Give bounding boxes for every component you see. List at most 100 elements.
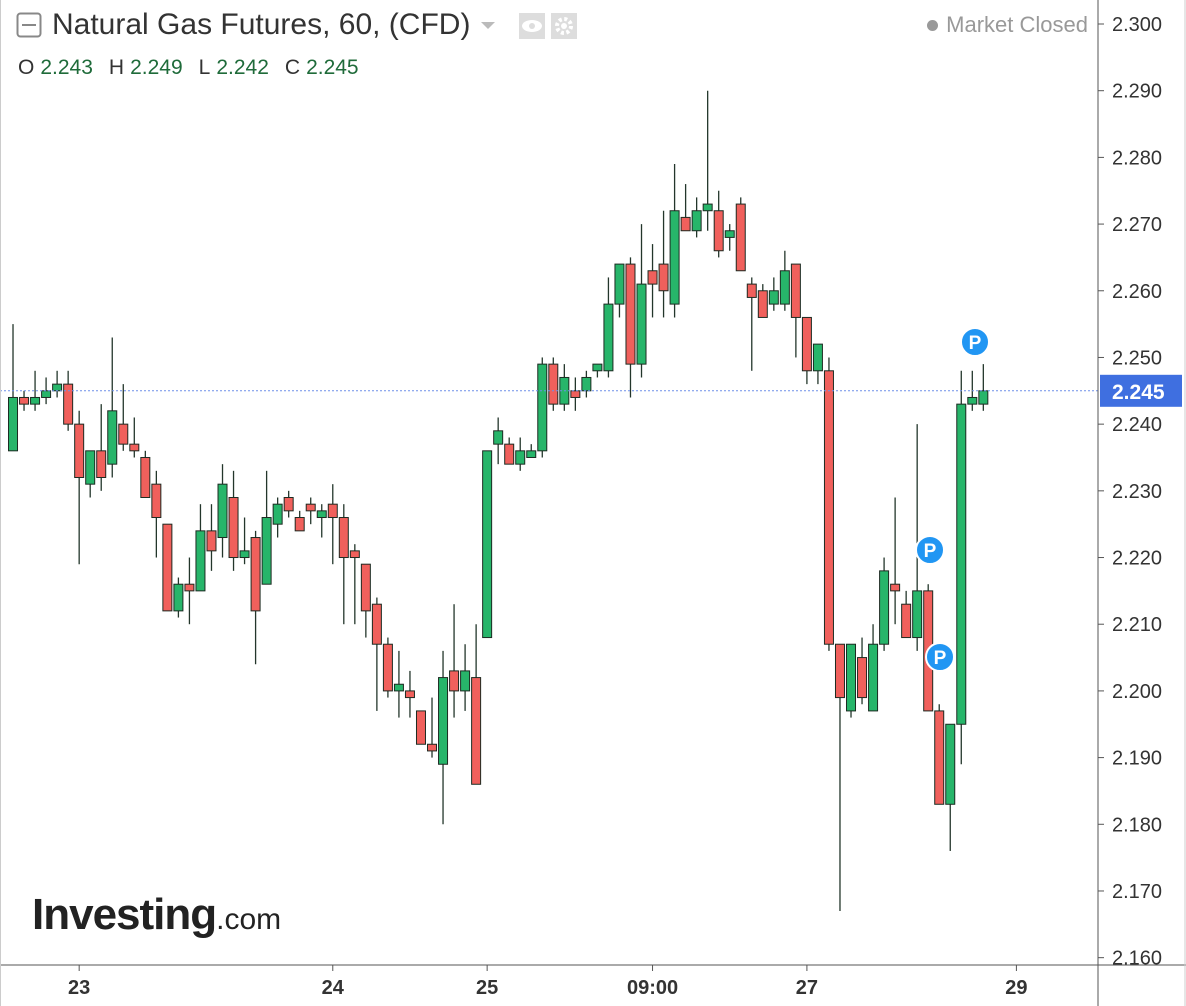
watermark: Investing .com xyxy=(32,890,281,940)
candle-body xyxy=(195,530,206,592)
event-marker-label: P xyxy=(934,648,947,669)
candle-body xyxy=(537,363,548,452)
candle-body xyxy=(846,643,857,712)
candle-body xyxy=(680,216,691,232)
candle-body xyxy=(404,690,415,699)
legend-key: H xyxy=(108,56,125,79)
collapse-icon[interactable] xyxy=(16,12,42,38)
candle-body xyxy=(228,497,239,559)
candle-body xyxy=(890,583,901,592)
y-tick-label: 2.240 xyxy=(1112,414,1162,436)
candle-body xyxy=(283,497,294,512)
y-tick-label: 2.160 xyxy=(1112,948,1162,970)
x-tick-label: 29 xyxy=(1005,977,1027,999)
y-tick-label: 2.180 xyxy=(1112,814,1162,836)
candle-body xyxy=(96,450,107,478)
toolbar-icons[interactable] xyxy=(518,10,582,40)
candle-body xyxy=(592,363,603,372)
candle-body xyxy=(272,503,283,525)
y-axis: 2.160 2.170 2.180 2.190 2.200 2.210 2.220 2.230… xyxy=(1098,14,1162,970)
watermark-brand: Investing xyxy=(32,890,217,939)
last-price-label: 2.245 xyxy=(1112,381,1165,404)
candle-body xyxy=(801,316,812,372)
candle-body xyxy=(691,210,702,232)
candle-body xyxy=(967,396,978,405)
candle-body xyxy=(327,503,338,519)
candle-body xyxy=(779,270,790,305)
candle-body xyxy=(52,383,63,392)
candle-body xyxy=(382,643,393,692)
candle-body xyxy=(757,290,768,318)
x-tick-label: 23 xyxy=(68,977,90,999)
candle-body xyxy=(713,210,724,252)
dropdown-caret[interactable] xyxy=(480,20,496,30)
header: Natural Gas Futures, 60, (CFD) xyxy=(16,8,582,42)
candle-body xyxy=(823,370,834,645)
candle-body xyxy=(834,643,845,699)
candle-body xyxy=(735,203,746,272)
y-tick-label: 2.270 xyxy=(1112,214,1162,236)
x-tick-label: 27 xyxy=(796,977,818,999)
candle-body xyxy=(934,710,945,805)
y-tick-label: 2.190 xyxy=(1112,748,1162,770)
legend-value: 2.249 xyxy=(130,56,183,79)
candles xyxy=(8,90,989,911)
y-tick-label: 2.220 xyxy=(1112,548,1162,570)
candle-body xyxy=(790,263,801,318)
x-axis-band xyxy=(0,965,1186,1006)
candle-body xyxy=(857,657,868,699)
candle-body xyxy=(724,230,735,238)
x-tick-label: 24 xyxy=(322,977,345,999)
candle-body xyxy=(151,483,162,519)
candle-body xyxy=(338,517,349,559)
candle-body xyxy=(427,743,438,752)
candle-body xyxy=(360,563,371,612)
candle-body xyxy=(636,283,647,365)
market-status: Market Closed xyxy=(927,12,1088,38)
y-tick-label: 2.290 xyxy=(1112,81,1162,103)
candle-body xyxy=(669,210,680,305)
candle-body xyxy=(261,517,272,585)
candle-body xyxy=(415,710,426,745)
candle-body xyxy=(41,390,52,398)
y-tick-label: 2.300 xyxy=(1112,14,1162,36)
candle-body xyxy=(603,303,614,372)
candle-body xyxy=(162,523,173,612)
candle-body xyxy=(504,443,515,465)
candle-body xyxy=(526,450,537,458)
y-tick-label: 2.260 xyxy=(1112,281,1162,303)
last-price-box xyxy=(1100,374,1182,407)
legend-key: O xyxy=(18,56,35,79)
candle-body xyxy=(945,723,956,805)
candle-body xyxy=(173,583,184,612)
candle-body xyxy=(515,450,526,465)
candle-body xyxy=(305,503,316,512)
candle-body xyxy=(879,570,890,645)
candle-body xyxy=(647,270,658,285)
candle-body xyxy=(912,590,923,639)
candle-body xyxy=(625,263,636,365)
candle-body xyxy=(19,396,30,405)
y-tick-label: 2.200 xyxy=(1112,681,1162,703)
candle-body xyxy=(63,383,74,425)
x-tick-label: 09:00 xyxy=(627,977,678,999)
candle-body xyxy=(184,583,195,592)
watermark-suffix: .com xyxy=(216,903,282,936)
candle-body xyxy=(449,670,460,692)
legend-value: 2.245 xyxy=(306,56,359,79)
candle-body xyxy=(658,263,669,292)
y-tick-label: 2.230 xyxy=(1112,481,1162,503)
candle-body xyxy=(85,450,96,485)
y-tick-label: 2.170 xyxy=(1112,881,1162,903)
candle-body xyxy=(812,343,823,372)
legend-value: 2.243 xyxy=(40,56,93,79)
candle-body xyxy=(978,390,989,405)
candle-body xyxy=(349,550,360,559)
status-dot xyxy=(927,19,939,31)
candle-body xyxy=(8,396,19,452)
candle-body xyxy=(702,203,713,212)
candle-body xyxy=(118,423,129,445)
y-tick-label: 2.280 xyxy=(1112,147,1162,169)
candle-body xyxy=(107,410,118,465)
